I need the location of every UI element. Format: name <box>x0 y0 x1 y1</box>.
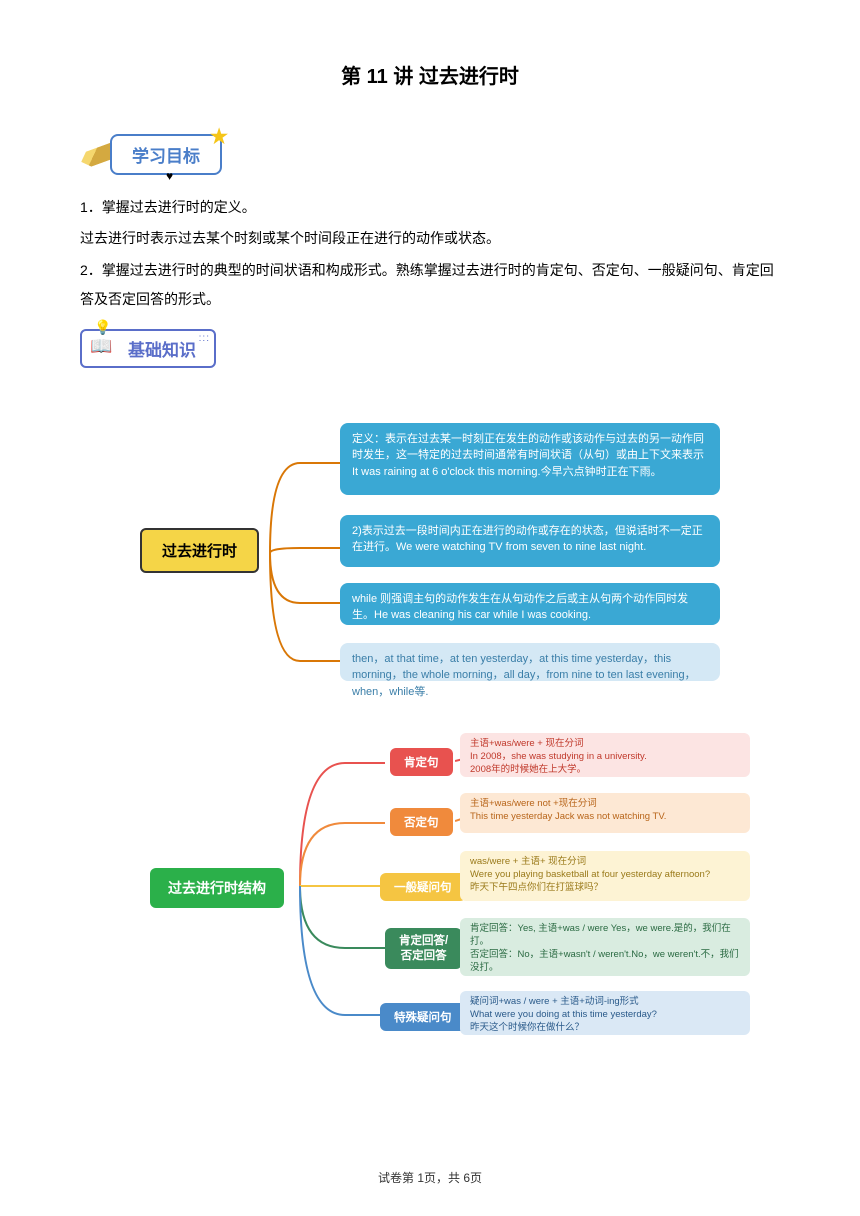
goal-item-1: 1．掌握过去进行时的定义。 <box>80 193 780 222</box>
mm2-leaf-2: 主语+was/were not +现在分词 This time yesterda… <box>460 793 750 833</box>
dots-icon: ::: <box>199 333 210 344</box>
heart-icon: ♥ <box>166 169 173 183</box>
mm2-general-question: 一般疑问句 <box>380 873 466 901</box>
goal-label-text: 学习目标 <box>132 147 200 166</box>
mindmap-past-progressive: 过去进行时 定义：表示在过去某一时刻正在发生的动作或该动作与过去的另一动作同时发… <box>80 423 780 693</box>
knowledge-label: 基础知识 <box>128 336 196 361</box>
mindmap-structure: 过去进行时结构 肯定句 否定句 一般疑问句 肯定回答/ 否定回答 特殊疑问句 主… <box>80 733 780 1043</box>
page-footer: 试卷第 1页，共 6页 <box>0 1169 860 1186</box>
mm2-special-question: 特殊疑问句 <box>380 1003 466 1031</box>
goal-badge: 学习目标 ★ ♥ <box>80 134 222 175</box>
mm2-leaf-1: 主语+was/were + 现在分词 In 2008，she was study… <box>460 733 750 777</box>
star-icon: ★ <box>210 124 228 149</box>
mm1-adverbs: then，at that time，at ten yesterday，at th… <box>340 643 720 681</box>
bulb-icon: 💡 <box>94 319 111 336</box>
mm2-leaf-5: 疑问词+was / were + 主语+动词-ing形式 What were y… <box>460 991 750 1035</box>
mm1-usage2: 2)表示过去一段时间内正在进行的动作或存在的状态，但说话时不一定正在进行。We … <box>340 515 720 567</box>
mm2-answers: 肯定回答/ 否定回答 <box>385 928 462 970</box>
mm1-while: while 则强调主句的动作发生在从句动作之后或主从句两个动作同时发生。He w… <box>340 583 720 625</box>
book-icon <box>90 336 120 360</box>
mm2-leaf-4: 肯定回答：Yes, 主语+was / were Yes，we were.是的，我… <box>460 918 750 976</box>
goal-item-2: 过去进行时表示过去某个时刻或某个时间段正在进行的动作或状态。 <box>80 224 780 253</box>
mm2-negative: 否定句 <box>390 808 453 836</box>
knowledge-badge: 💡 基础知识 ::: <box>80 329 216 368</box>
mm1-definition: 定义：表示在过去某一时刻正在发生的动作或该动作与过去的另一动作同时发生，这一特定… <box>340 423 720 495</box>
mm1-root: 过去进行时 <box>140 528 259 573</box>
mm2-affirmative: 肯定句 <box>390 748 453 776</box>
goal-item-3: 2．掌握过去进行时的典型的时间状语和构成形式。熟练掌握过去进行时的肯定句、否定句… <box>80 256 780 315</box>
page-title: 第 11 讲 过去进行时 <box>80 60 780 89</box>
mm1-connector-svg <box>260 443 350 673</box>
goal-label: 学习目标 ★ ♥ <box>110 134 222 175</box>
mm2-leaf-3: was/were + 主语+ 现在分词 Were you playing bas… <box>460 851 750 901</box>
mm2-root: 过去进行时结构 <box>150 868 284 908</box>
